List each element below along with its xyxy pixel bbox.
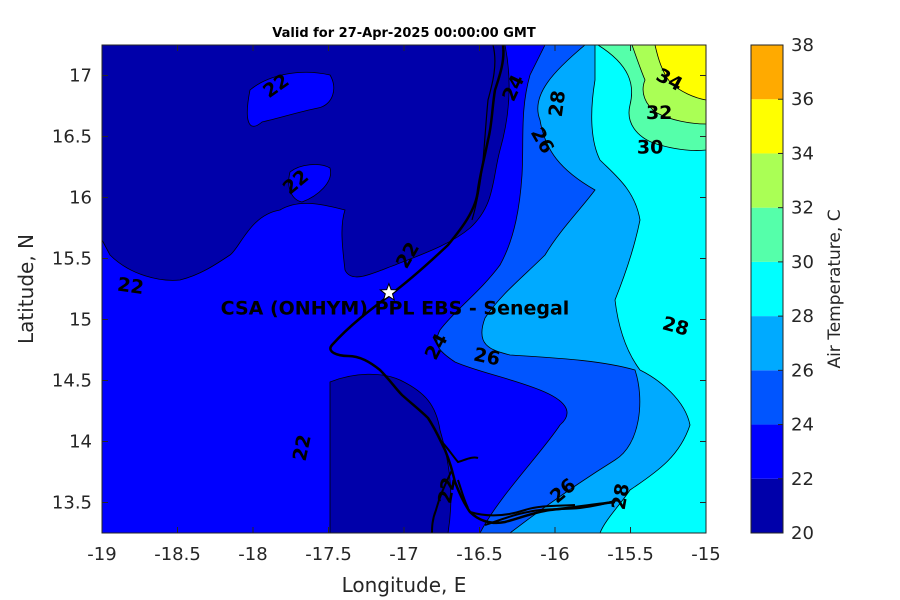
band-22-24-island-north [246,71,335,127]
contour-label: 22 [289,433,316,463]
colorbar-tick-label: 34 [791,143,814,164]
coastline-main [329,45,616,525]
x-tick-label: -18 [238,544,267,565]
colorbar-tick-label: 32 [791,198,814,219]
colorbar-tick-label: 20 [791,523,814,544]
y-tick-label: 13.5 [52,493,92,514]
x-tick-label: -18.5 [154,544,201,565]
colorbar-tick-label: 26 [791,360,814,381]
y-axis: 13.5 14 14.5 15 15.5 16 16.5 17 [52,66,706,514]
colorbar-frame [750,44,784,534]
x-tick-label: -15 [691,544,720,565]
x-axis: -19 -18.5 -18 -17.5 -17 -16.5 -16 -15.5 -15 [87,45,721,565]
y-tick-label: 14 [69,432,92,453]
contour-label: 26 [472,344,502,371]
contour-label: 32 [646,102,672,124]
colorbar-tick-label: 38 [791,35,814,56]
station-star-icon [378,282,399,302]
station-label: CSA (ONHYM) PPL EBS - Senegal [221,298,570,320]
station-marker: CSA (ONHYM) PPL EBS - Senegal [221,282,570,320]
colorbar-segment [751,99,783,154]
colorbar: 20 22 24 26 28 30 32 34 36 38 [750,35,814,544]
y-tick-label: 15.5 [52,249,92,270]
colorbar-segment [751,261,783,317]
y-tick-label: 15 [69,310,92,331]
x-tick-label: -16.5 [456,544,503,565]
coastline-inner [471,45,496,221]
colorbar-segment [751,207,783,262]
colorbar-segment [751,45,783,100]
band-20-22-northwest [102,45,510,281]
x-tick-label: -15.5 [607,544,654,565]
plot-title: Valid for 27-Apr-2025 00:00:00 GMT [272,26,536,41]
colorbar-segment [751,478,783,533]
colorbar-segment [751,316,783,371]
colorbar-segment [751,153,783,208]
coastline-estuary [431,439,576,533]
y-tick-label: 14.5 [52,371,92,392]
x-tick-label: -16 [540,544,569,565]
contour-label: 22 [116,274,145,299]
colorbar-tick-label: 36 [791,89,814,110]
band-28-30 [591,45,706,533]
y-tick-label: 16 [69,188,92,209]
plot-area [102,45,706,533]
band-34-36 [654,45,706,101]
contour-label: 22 [434,476,460,506]
x-axis-title: Longitude, E [342,573,467,597]
colorbar-tick-label: 28 [791,306,814,327]
colorbar-tick-label: 24 [791,415,814,436]
colorbar-tick-label: 30 [791,252,814,273]
contour-label: 30 [637,136,663,158]
colorbar-segment [751,370,783,425]
colorbar-title: Air Temperature, C [825,209,845,368]
contour-label: 28 [545,89,570,118]
y-tick-label: 17 [69,66,92,87]
contour-label: 28 [608,482,634,512]
river-gambia [484,499,619,526]
band-22-24-island-mid [288,164,331,203]
x-tick-label: -19 [87,544,116,565]
y-axis-title: Latitude, N [14,234,38,344]
y-tick-label: 16.5 [52,127,92,148]
colorbar-tick-label: 22 [791,469,814,490]
colorbar-segment [751,424,783,479]
x-tick-label: -17.5 [305,544,352,565]
band-20-22-south [329,373,452,533]
x-tick-label: -17 [389,544,418,565]
